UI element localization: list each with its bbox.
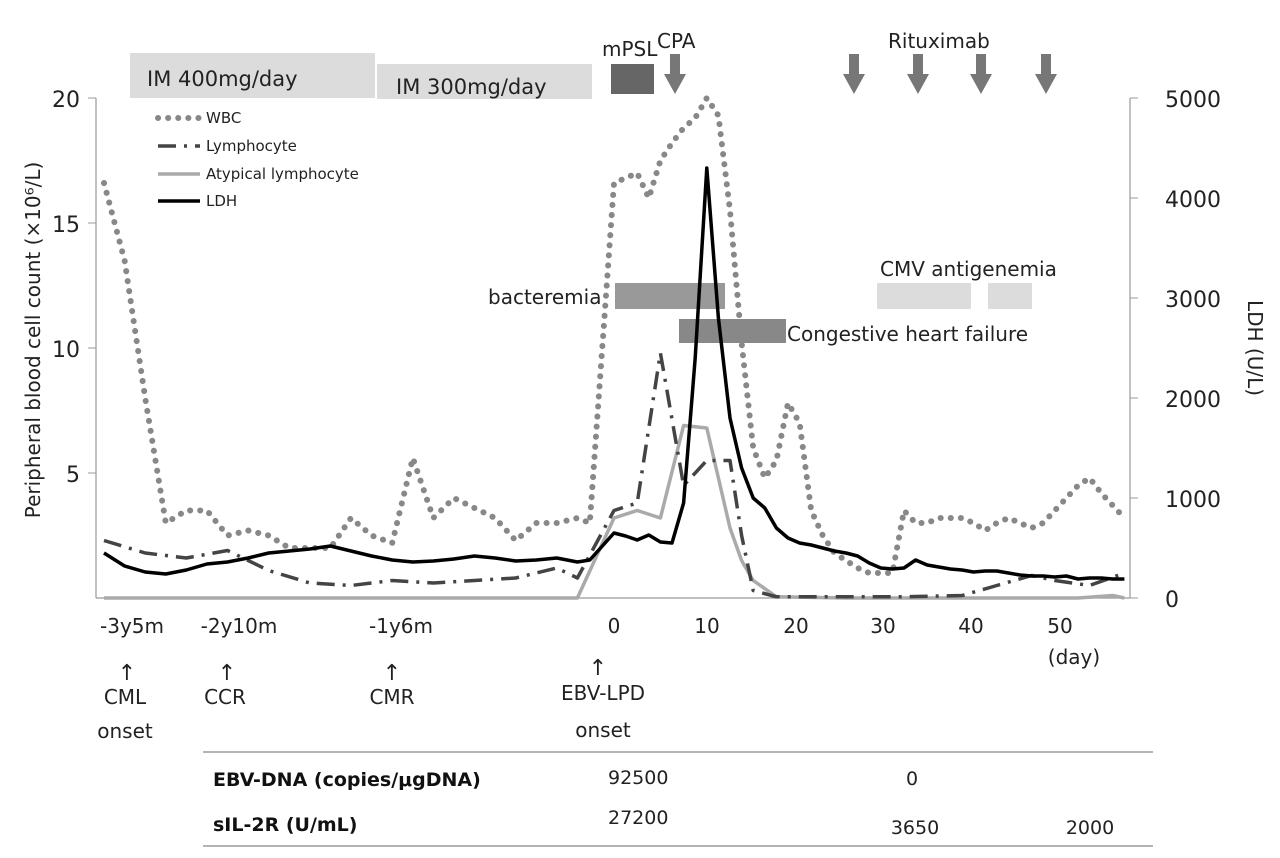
bacteremia-bar: [615, 283, 725, 309]
x-axis-unit: (day): [1048, 645, 1100, 669]
down-arrow-icon: [907, 54, 929, 94]
cmv-bar-2: [988, 283, 1032, 309]
right-tick-label: 5000: [1165, 88, 1221, 113]
cpa-label: CPA: [657, 29, 696, 53]
mpsl-label: mPSL: [602, 37, 658, 61]
lymphocyte-series-line: [103, 351, 1125, 599]
x-tick-label: 30: [870, 614, 895, 638]
event-label: EBV-LPD: [561, 681, 645, 705]
table-cell: 92500: [608, 767, 668, 789]
cmv-bar-1: [877, 283, 971, 309]
y-axis-left-title: Peripheral blood cell count (×10⁶/L): [21, 162, 45, 519]
y-axis-right-title: LDH (U/L): [1243, 300, 1267, 396]
x-tick-label: -2y10m: [201, 614, 278, 638]
im300-bar: [377, 64, 592, 99]
right-tick-label: 3000: [1165, 288, 1221, 313]
right-tick-label: 0: [1165, 588, 1179, 613]
x-tick-label: 50: [1047, 614, 1072, 638]
event-label: CMR: [369, 685, 414, 709]
down-arrow-icon: [664, 54, 686, 94]
cmv-label: CMV antigenemia: [880, 257, 1057, 281]
event-arrow: ↑: [589, 656, 607, 681]
right-tick-label: 2000: [1165, 388, 1221, 413]
mpsl-bar: [611, 64, 654, 94]
wbc-series-line: [101, 95, 1128, 576]
left-tick-label: 15: [52, 213, 80, 238]
down-arrow-icon: [970, 54, 992, 94]
legend-ldh-label: LDH: [206, 192, 237, 210]
legend-lymph-label: Lymphocyte: [206, 137, 297, 155]
legend-atyp-label: Atypical lymphocyte: [206, 165, 359, 183]
left-tick-label: 10: [52, 338, 80, 363]
event-arrow: ↑: [118, 661, 136, 686]
x-tick-label: -1y6m: [369, 614, 433, 638]
left-tick-label: 20: [52, 88, 80, 113]
event-arrow: ↑: [383, 661, 401, 686]
right-tick-label: 4000: [1165, 188, 1221, 213]
down-arrow-icon: [843, 54, 865, 94]
bacteremia-label: bacteremia: [488, 285, 601, 309]
event-arrow: ↑: [218, 661, 236, 686]
x-tick-label: 40: [958, 614, 983, 638]
table-cell: 2000: [1066, 817, 1114, 839]
ldh-series-line: [103, 166, 1125, 581]
im300-label: IM 300mg/day: [396, 75, 547, 99]
event-label: CCR: [204, 685, 246, 709]
table-cell: 3650: [891, 817, 939, 839]
left-tick-marks: [88, 97, 96, 474]
table-row-label: EBV-DNA (copies/μgDNA): [213, 769, 481, 791]
legend-wbc-label: WBC: [206, 109, 241, 127]
left-tick-label: 5: [66, 463, 80, 488]
event-label: onset: [575, 718, 631, 742]
table-row-label: sIL-2R (U/mL): [213, 814, 357, 836]
table-cell: 27200: [608, 807, 668, 829]
legend: WBC Lymphocyte Atypical lymphocyte LDH: [155, 109, 359, 210]
table-cell: 0: [906, 768, 918, 790]
right-tick-marks: [1130, 97, 1138, 599]
therapy-arrows: [664, 54, 1057, 94]
x-tick-label: 20: [783, 614, 808, 638]
im400-bar: [130, 53, 375, 98]
im400-label: IM 400mg/day: [147, 67, 298, 91]
x-tick-label: -3y5m: [100, 614, 164, 638]
chf-label: Congestive heart failure: [787, 322, 1028, 346]
right-tick-label: 1000: [1165, 488, 1221, 513]
rituximab-label: Rituximab: [888, 29, 990, 53]
event-label: CML: [104, 685, 147, 709]
event-label: onset: [97, 719, 153, 743]
x-tick-label: 10: [694, 614, 719, 638]
down-arrow-icon: [1035, 54, 1057, 94]
x-tick-label: 0: [608, 614, 621, 638]
